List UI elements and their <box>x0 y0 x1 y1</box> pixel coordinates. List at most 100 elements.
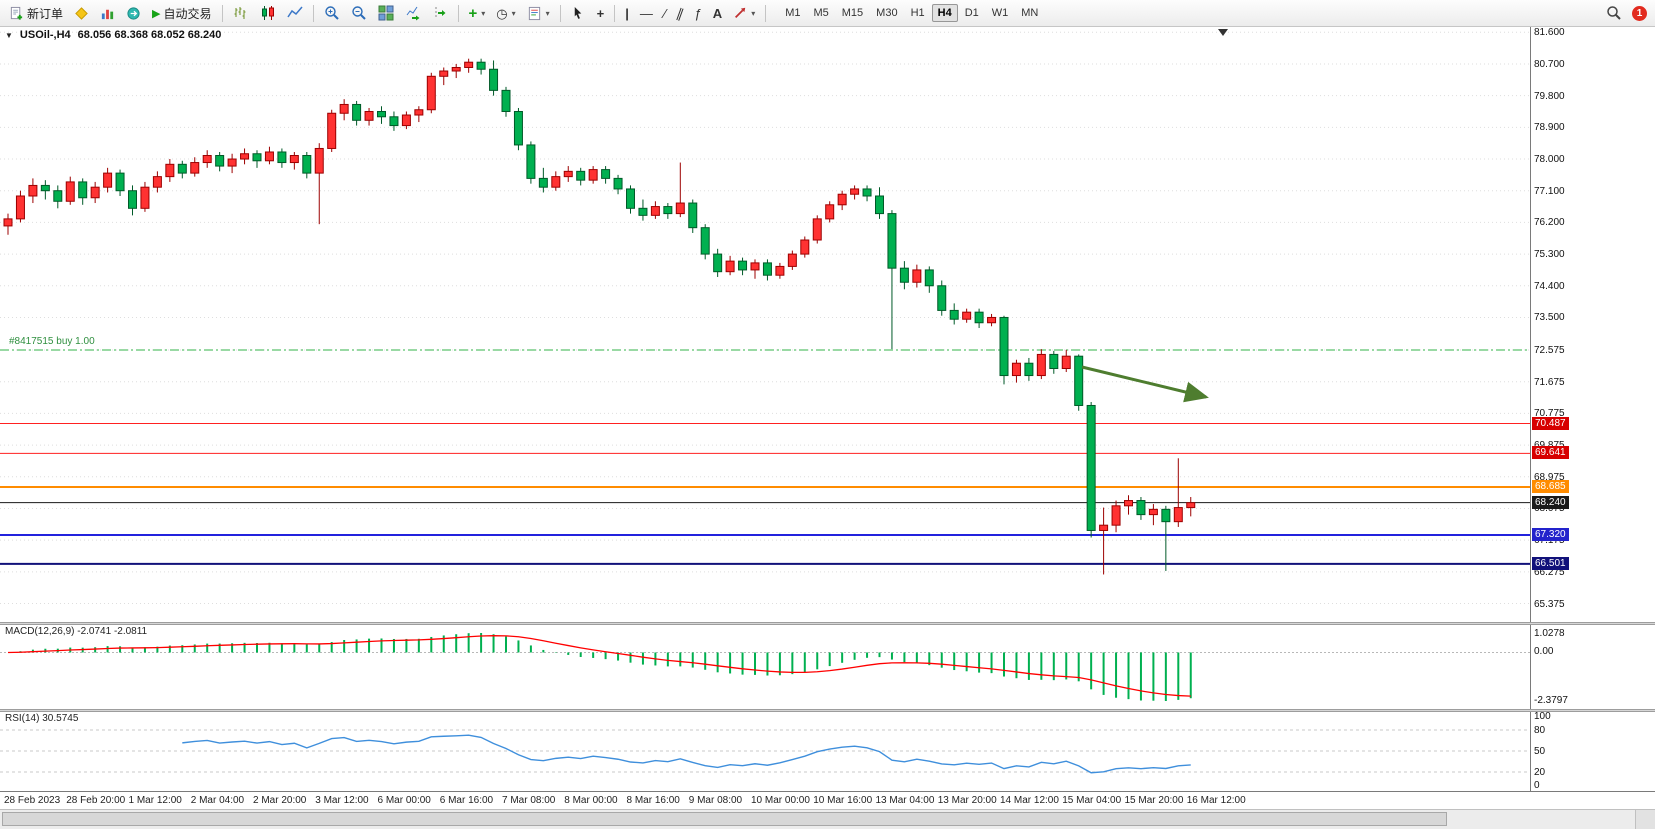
horizontal-line-button[interactable]: — <box>635 3 658 24</box>
candle-body <box>1186 502 1196 509</box>
timeframe-button-mn[interactable]: MN <box>1021 7 1039 19</box>
price-tick-label: 73.500 <box>1534 312 1565 324</box>
candle-body <box>713 253 723 273</box>
open-position-label[interactable]: #8417515 buy 1.00 <box>9 336 95 348</box>
horizontal-scrollbar[interactable] <box>0 809 1655 829</box>
text-tool-button[interactable]: A <box>708 3 727 24</box>
zoom-out-icon <box>351 6 366 20</box>
candle-body <box>1036 353 1046 377</box>
candle-body <box>1099 524 1109 531</box>
price-tick-label: 72.575 <box>1534 345 1565 357</box>
price-tick-label: 78.000 <box>1534 154 1565 166</box>
timeframe-button-m15[interactable]: M15 <box>841 7 864 19</box>
rsi-svg[interactable] <box>0 712 1530 791</box>
market-watch-button[interactable] <box>95 3 120 24</box>
chart-shift-button[interactable] <box>427 3 453 24</box>
mql-editor-button[interactable] <box>69 3 94 24</box>
time-label: 28 Feb 2023 <box>4 795 61 806</box>
candle-body <box>339 103 349 114</box>
bar-chart-button[interactable] <box>228 3 254 24</box>
candle-body <box>563 170 573 178</box>
candle-body <box>1086 404 1096 531</box>
candle-body <box>601 169 611 179</box>
macd-svg[interactable] <box>0 625 1530 709</box>
price-tag: 69.641 <box>1532 446 1569 460</box>
timeframe-button-m30[interactable]: M30 <box>876 7 898 19</box>
fibonacci-button[interactable]: ƒ <box>690 3 707 24</box>
trendline-button[interactable]: ∕ <box>659 3 671 24</box>
vertical-line-button[interactable]: | <box>620 3 634 24</box>
candle-body <box>78 181 88 199</box>
zoom-out-button[interactable] <box>346 3 372 24</box>
price-tick-label: 68.075 <box>1534 503 1565 515</box>
macd-chart[interactable]: MACD(12,26,9) -2.0741 -2.0811 <box>0 625 1530 709</box>
vertical-line-icon: | <box>625 5 629 21</box>
time-axis[interactable]: 28 Feb 2023 28 Feb 20:00 1 Mar 12:00 2 Mar … <box>0 791 1655 809</box>
candle-body <box>1061 355 1071 370</box>
new-order-button[interactable]: 新订单 <box>4 3 68 24</box>
chart-shift-marker <box>1218 29 1228 36</box>
periods-button[interactable]: ◷ ▾ <box>491 3 520 24</box>
candle-body <box>489 68 499 91</box>
templates-button[interactable]: ▾ <box>522 3 555 24</box>
candle-body <box>800 239 810 255</box>
candle-body <box>688 202 698 229</box>
candle-body <box>962 311 972 320</box>
timeframe-button-m5[interactable]: M5 <box>813 7 829 19</box>
time-label: 13 Mar 04:00 <box>875 795 935 806</box>
rsi-axis[interactable]: 100 80 50 20 0 <box>1530 711 1655 791</box>
indicators-button[interactable]: + ▾ <box>464 3 491 24</box>
candle-body <box>3 218 13 227</box>
scrollbar-thumb[interactable] <box>2 812 1447 826</box>
search-button[interactable] <box>1601 3 1627 24</box>
line-chart-button[interactable] <box>282 3 308 24</box>
trend-arrow-annotation[interactable] <box>1081 365 1209 403</box>
crosshair-button[interactable]: + <box>592 3 610 24</box>
tile-windows-icon <box>378 5 393 21</box>
timeframe-button-d1[interactable]: D1 <box>964 7 979 19</box>
candles-svg[interactable] <box>0 27 1530 622</box>
candle-body <box>352 103 362 121</box>
tile-windows-button[interactable] <box>373 3 399 24</box>
navigator-icon <box>127 6 140 20</box>
time-label: 10 Mar 16:00 <box>813 795 873 806</box>
candle-body <box>401 114 411 127</box>
candle-body <box>140 186 150 209</box>
autotrading-button[interactable]: ▶ 自动交易 <box>147 3 216 24</box>
auto-scroll-button[interactable] <box>400 3 426 24</box>
cursor-icon <box>574 6 581 19</box>
candle-body <box>875 195 884 215</box>
pane-separator[interactable] <box>0 709 1655 712</box>
timeframe-button-h1[interactable]: H1 <box>910 7 925 19</box>
arrows-button[interactable]: ▾ <box>728 3 760 24</box>
navigator-button[interactable] <box>121 3 146 24</box>
candle-body <box>862 188 872 197</box>
candlestick-chart-button[interactable] <box>255 3 281 24</box>
channel-button[interactable]: ∥ <box>672 3 689 24</box>
candlestick-chart[interactable]: ▼ USOil-,H4 68.056 68.368 68.052 68.240 … <box>0 27 1530 622</box>
rsi-axis-label: 20 <box>1534 767 1546 778</box>
price-tag: 70.487 <box>1532 416 1569 430</box>
rsi-chart[interactable]: RSI(14) 30.5745 <box>0 712 1530 791</box>
candle-body <box>700 227 710 255</box>
price-tag: 66.501 <box>1532 556 1569 570</box>
candle-body <box>837 193 847 206</box>
timeframe-button-h4[interactable]: H4 <box>931 4 958 22</box>
zoom-in-button[interactable] <box>319 3 345 24</box>
time-label: 16 Mar 12:00 <box>1186 795 1246 806</box>
timeframe-button-w1[interactable]: W1 <box>991 7 1009 19</box>
candle-body <box>15 195 25 220</box>
pane-separator[interactable] <box>0 622 1655 625</box>
candle-body <box>252 153 262 162</box>
candle-body <box>912 269 922 283</box>
cursor-button[interactable] <box>566 3 591 24</box>
notification-badge[interactable]: 1 <box>1632 5 1647 21</box>
candle-body <box>302 155 312 174</box>
time-label: 10 Mar 00:00 <box>751 795 810 806</box>
chart-title: ▼ USOil-,H4 68.056 68.368 68.052 68.240 <box>5 29 221 41</box>
timeframe-button-m1[interactable]: M1 <box>785 7 801 19</box>
macd-axis[interactable]: 1.0278 0.00 -2.3797 <box>1530 625 1655 709</box>
symbol-dropdown-icon[interactable]: ▼ <box>5 30 13 40</box>
price-axis[interactable]: 81.600 80.700 79.800 78.900 78.000 77.100 76.2… <box>1530 27 1655 622</box>
candle-body <box>377 110 386 118</box>
